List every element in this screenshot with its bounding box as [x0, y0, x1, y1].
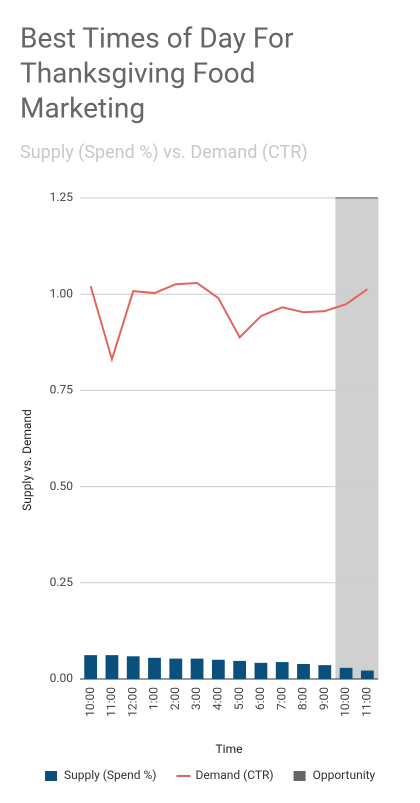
x-tick-label: 12:00 — [125, 687, 139, 717]
x-tick-label: 8:00 — [296, 687, 310, 710]
bar — [148, 657, 161, 679]
x-tick-label: 6:00 — [253, 687, 267, 710]
bar — [211, 659, 225, 679]
bar — [275, 662, 289, 679]
x-tick-label: 11:00 — [104, 687, 118, 717]
x-tick-label: 2:00 — [168, 687, 182, 710]
y-axis-title: Supply vs. Demand — [20, 409, 34, 511]
x-tick-label: 7:00 — [274, 687, 288, 710]
bar — [233, 660, 247, 679]
bar — [297, 663, 310, 679]
x-tick-label: 5:00 — [232, 687, 246, 710]
bar — [169, 658, 183, 679]
bar — [105, 655, 119, 679]
legend-label: Demand (CTR) — [195, 768, 273, 782]
y-tick-label: 0.00 — [50, 671, 74, 685]
chart-title: Best Times of Day For — [20, 21, 294, 54]
bar — [254, 662, 268, 679]
opportunity-area — [335, 198, 358, 679]
x-tick-label: 1:00 — [147, 687, 161, 710]
bar — [318, 665, 332, 679]
opportunity-area — [356, 198, 379, 679]
chart-title: Marketing — [20, 91, 145, 124]
legend-swatch — [293, 771, 306, 781]
x-tick-label: 9:00 — [317, 687, 331, 710]
x-tick-label: 10:00 — [83, 687, 97, 717]
chart-title: Thanksgiving Food — [20, 56, 255, 89]
bar — [360, 670, 374, 679]
bar — [339, 667, 353, 679]
x-tick-label: 10:00 — [338, 687, 352, 717]
x-tick-label: 11:00 — [360, 687, 374, 717]
x-tick-label: 4:00 — [211, 687, 225, 710]
legend-swatch — [45, 771, 57, 781]
y-tick-label: 1.25 — [50, 190, 74, 204]
y-tick-label: 0.75 — [50, 383, 74, 397]
legend-label: Supply (Spend %) — [64, 768, 156, 782]
y-tick-label: 0.25 — [50, 575, 74, 589]
chart-subtitle: Supply (Spend %) vs. Demand (CTR) — [20, 142, 308, 163]
legend-label: Opportunity — [313, 768, 376, 782]
bar — [190, 658, 204, 679]
bar — [84, 655, 98, 679]
x-axis-title: Time — [216, 742, 243, 756]
y-tick-label: 1.00 — [50, 286, 74, 300]
bar — [126, 656, 140, 679]
line — [89, 282, 368, 363]
x-tick-label: 3:00 — [189, 687, 203, 710]
y-tick-label: 0.50 — [50, 479, 74, 493]
